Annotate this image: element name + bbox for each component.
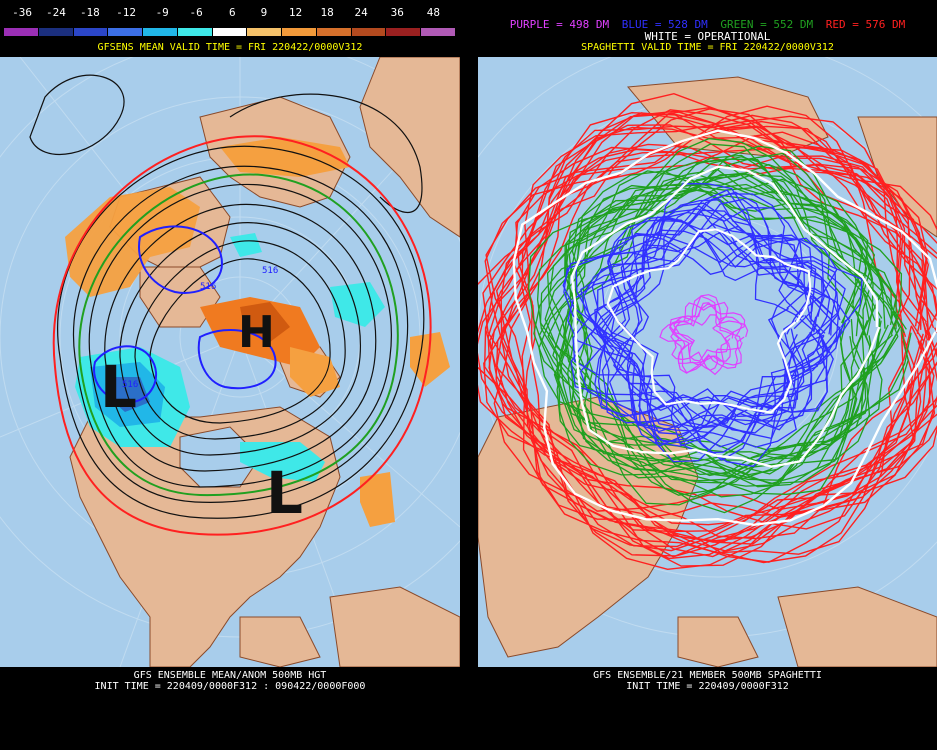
spaghetti-contour-line (478, 115, 937, 542)
colorbar-label: 12 (288, 6, 303, 19)
spaghetti-map-svg (478, 57, 937, 667)
spaghetti-footer-title: GFS ENSEMBLE/21 MEMBER 500MB SPAGHETTI (593, 670, 822, 681)
height-contours (29, 74, 425, 519)
colorbar-swatch (282, 28, 317, 36)
hand-annotations: H L L (100, 307, 303, 527)
spaghetti-map (478, 57, 937, 667)
low-pressure-marker-west: L (100, 353, 137, 421)
colorbar-swatch (316, 28, 352, 36)
colorbar-label: -9 (155, 6, 169, 19)
legend-green: GREEN = 552 DM (720, 18, 814, 31)
colorbar-swatches (4, 28, 456, 36)
mean-map-svg: 516 516 516 H L L (0, 57, 460, 667)
high-pressure-marker: H (238, 307, 275, 358)
colorbar-swatch (421, 28, 456, 36)
colorbar-swatch (212, 28, 248, 36)
spaghetti-footer-init-time: INIT TIME = 220409/0000F312 (626, 681, 789, 692)
spaghetti-contour-line (478, 124, 930, 571)
spaghetti-contours (478, 92, 937, 571)
colorbar-swatch (351, 28, 387, 36)
colorbar-swatch (38, 28, 74, 36)
spaghetti-contour-line (575, 213, 833, 468)
spaghetti-contour-line (610, 205, 831, 447)
spaghetti-contour-line (606, 228, 812, 414)
spaghetti-contour-line (482, 110, 937, 557)
spaghetti-contour-line (673, 314, 743, 371)
spaghetti-panel: PURPLE = 498 DM BLUE = 528 DM GREEN = 55… (478, 0, 937, 750)
spaghetti-contour-line (485, 120, 937, 564)
spaghetti-contour-line (594, 215, 817, 443)
spaghetti-contour-line (488, 111, 937, 558)
colorbar-label: -6 (189, 6, 203, 19)
spaghetti-contour-line (669, 303, 734, 376)
colorbar-label: -36 (12, 6, 33, 19)
colorbar-label: 24 (354, 6, 368, 19)
spaghetti-contour-line (528, 137, 884, 484)
mean-valid-time-header: GFSENS MEAN VALID TIME = FRI 220422/0000… (97, 42, 363, 53)
spaghetti-valid-time-header: SPAGHETTI VALID TIME = FRI 220422/0000V3… (581, 42, 834, 53)
spaghetti-contour-line (544, 159, 868, 463)
legend-purple: PURPLE = 498 DM (509, 18, 610, 31)
colorbar-label: -12 (116, 6, 136, 19)
mean-footer-title: GFS ENSEMBLE MEAN/ANOM 500MB HGT (133, 670, 327, 681)
spaghetti-contour-line (572, 206, 834, 427)
colorbar-swatch (108, 28, 144, 36)
mean-footer-init-time: INIT TIME = 220409/0000F312 : 090422/000… (94, 681, 366, 692)
ensemble-mean-panel: -36 -24 -18 -12 -9 -6 6 9 12 18 24 36 48… (0, 0, 460, 750)
colorbar-label: 6 (228, 6, 236, 19)
colorbar-swatch (177, 28, 213, 36)
legend-white-operational: WHITE = OPERATIONAL (644, 30, 771, 43)
spaghetti-contour-line (512, 129, 937, 527)
low-pressure-marker-east: L (266, 459, 303, 527)
spaghetti-contour-line (570, 165, 881, 468)
colorbar-swatch (247, 28, 283, 36)
colorbar-swatch (4, 28, 39, 36)
anomaly-colorbar: -36 -24 -18 -12 -9 -6 6 9 12 18 24 36 48 (4, 6, 456, 36)
colorbar-swatch (73, 28, 109, 36)
colorbar-label: -24 (46, 6, 66, 19)
spaghetti-contour-line (568, 183, 899, 487)
colorbar-label: 18 (320, 6, 334, 19)
spaghetti-legend: PURPLE = 498 DM BLUE = 528 DM GREEN = 55… (478, 18, 937, 31)
key-contours (52, 135, 432, 536)
spaghetti-contour-line (538, 170, 874, 506)
spaghetti-contour-line (478, 109, 915, 533)
contour-label: 516 (262, 266, 278, 276)
spaghetti-contour-line (521, 105, 937, 530)
spaghetti-contour-line (594, 191, 847, 434)
spaghetti-contour-line (567, 220, 804, 429)
spaghetti-contour-line (608, 198, 851, 418)
spaghetti-contour-line (558, 170, 909, 514)
contour-label: 516 (200, 282, 216, 292)
colorbar-labels: -36 -24 -18 -12 -9 -6 6 9 12 18 24 36 48 (4, 6, 456, 20)
contour-label: 516 (122, 380, 138, 390)
spaghetti-contour-line (613, 232, 841, 448)
colorbar-label: 9 (260, 6, 268, 19)
ensemble-mean-map: 516 516 516 H L L (0, 57, 460, 667)
colorbar-label: -18 (79, 6, 100, 19)
spaghetti-contour-line (538, 163, 871, 477)
colorbar-label: 48 (426, 6, 441, 19)
colorbar-label: 36 (390, 6, 404, 19)
spaghetti-contour-line (546, 171, 903, 495)
spaghetti-contour-line (615, 233, 826, 461)
spaghetti-contour-line (536, 143, 886, 485)
legend-blue: BLUE = 528 DM (621, 18, 708, 31)
legend-red: RED = 576 DM (825, 18, 906, 31)
spaghetti-contour-line (669, 302, 746, 364)
spaghetti-contour-line (672, 294, 749, 374)
colorbar-swatch (143, 28, 178, 36)
colorbar-swatch (386, 28, 422, 36)
